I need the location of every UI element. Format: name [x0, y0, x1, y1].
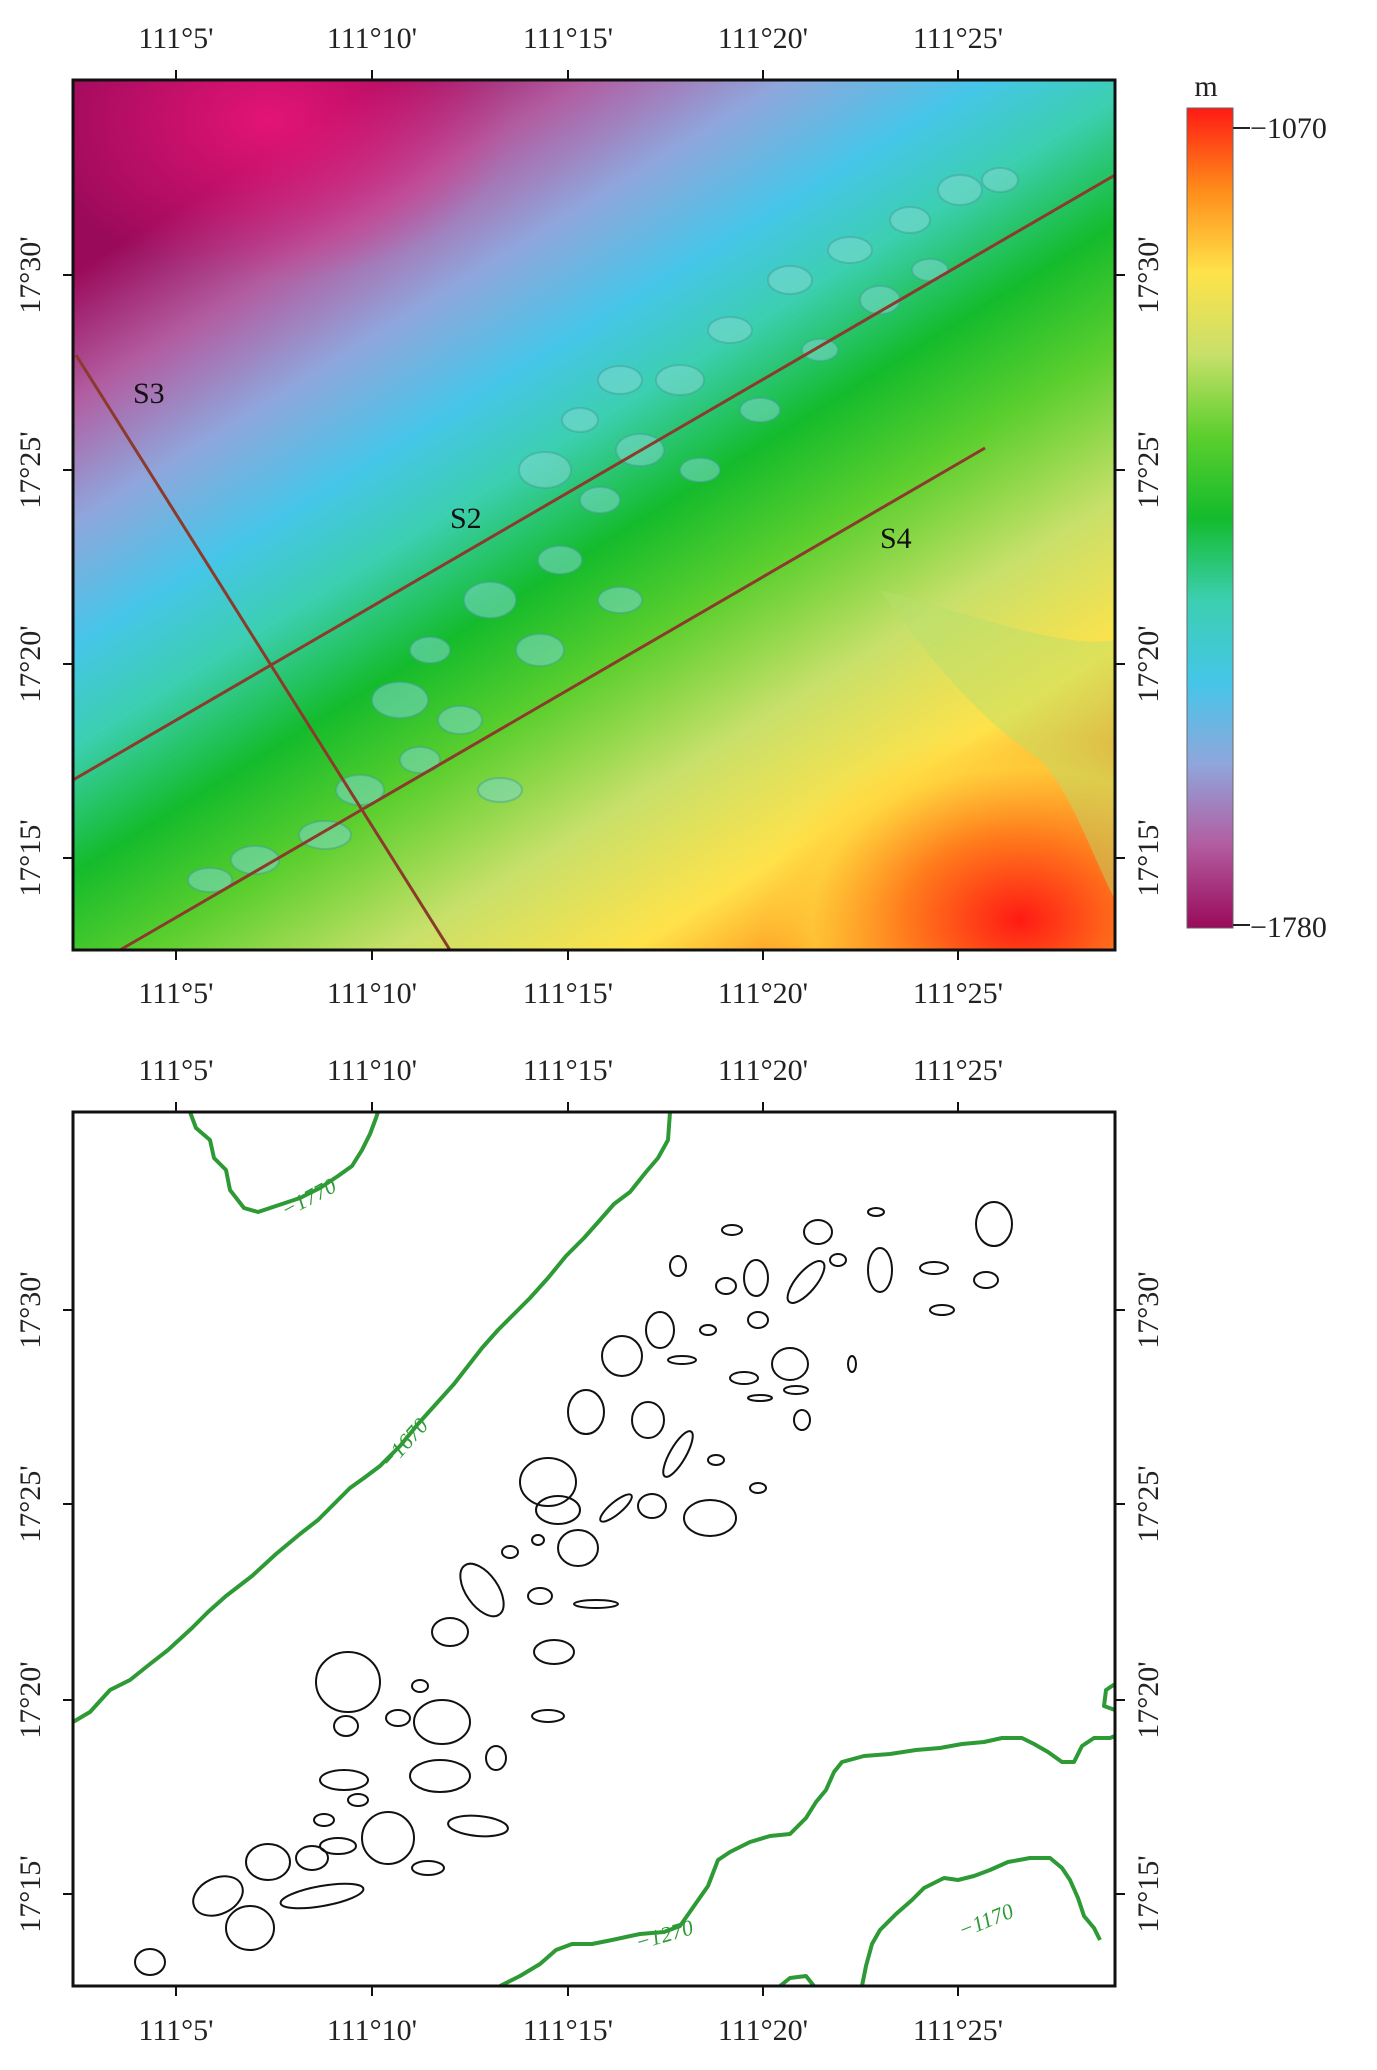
profile-label-s3: S3: [133, 377, 165, 410]
svg-text:111°5': 111°5': [138, 22, 213, 55]
svg-text:17°25': 17°25': [14, 1465, 47, 1542]
svg-text:17°15': 17°15': [14, 819, 47, 896]
colorbar-unit: m: [1194, 70, 1217, 103]
contour-1270: [499, 1734, 1116, 1988]
profile-line-s4: [119, 446, 986, 950]
svg-text:111°5': 111°5': [138, 977, 213, 1010]
colorbar-ramp: [1186, 107, 1234, 929]
top-map-frame: [71, 78, 1117, 952]
svg-text:111°25': 111°25': [913, 977, 1003, 1010]
shallow-high-shading: [760, 730, 1115, 950]
top-x-labels-upper: 111°5' 111°10' 111°15' 111°20' 111°25': [138, 22, 1003, 55]
svg-text:17°20': 17°20': [14, 625, 47, 702]
svg-text:17°15': 17°15': [1132, 819, 1165, 896]
svg-text:111°10': 111°10': [327, 977, 417, 1010]
depth-colorbar: m −1070 −1780: [1186, 70, 1327, 944]
svg-text:111°10': 111°10': [327, 1054, 417, 1087]
top-y-labels-right: 17°30' 17°25' 17°20' 17°15': [1132, 236, 1165, 896]
bottom-y-labels-left: 17°30' 17°25' 17°20' 17°15': [14, 1271, 47, 1932]
svg-text:111°10': 111°10': [327, 2014, 417, 2047]
svg-text:17°20': 17°20': [1132, 1661, 1165, 1738]
colorbar-max-label: −1070: [1250, 112, 1327, 145]
svg-text:17°20': 17°20': [14, 1661, 47, 1738]
svg-text:17°30': 17°30': [14, 236, 47, 313]
bathymetric-contours: [71, 1111, 1117, 1988]
svg-text:111°15': 111°15': [523, 1054, 613, 1087]
svg-text:111°25': 111°25': [913, 22, 1003, 55]
seabed-mound-features: [187, 167, 1019, 893]
profile-label-s4: S4: [880, 522, 912, 555]
svg-text:17°15': 17°15': [14, 1855, 47, 1932]
svg-text:111°20': 111°20': [718, 1054, 808, 1087]
svg-text:111°20': 111°20': [718, 977, 808, 1010]
svg-text:111°5': 111°5': [138, 1054, 213, 1087]
bottom-map: −1770 −1670 −1270 −1170: [14, 1054, 1165, 2047]
contour-1170: [860, 1856, 1102, 1987]
svg-text:17°25': 17°25': [14, 431, 47, 508]
top-map-ticks: [63, 70, 1125, 960]
top-x-labels-lower: 111°5' 111°10' 111°15' 111°20' 111°25': [138, 977, 1003, 1010]
profile-label-s2: S2: [450, 502, 482, 535]
bottom-map-background: [73, 1112, 1115, 1986]
colorbar-min-label: −1780: [1250, 911, 1327, 944]
svg-text:17°25': 17°25': [1132, 431, 1165, 508]
bottom-x-labels-lower: 111°5' 111°10' 111°15' 111°20' 111°25': [138, 2014, 1003, 2047]
svg-text:17°25': 17°25': [1132, 1465, 1165, 1542]
bottom-x-labels-upper: 111°5' 111°10' 111°15' 111°20' 111°25': [138, 1054, 1003, 1087]
svg-text:17°20': 17°20': [1132, 625, 1165, 702]
profile-line-s3: [74, 354, 452, 950]
bottom-y-labels-right: 17°30' 17°25' 17°20' 17°15': [1132, 1271, 1165, 1932]
contour-1770: [188, 1111, 380, 1214]
svg-text:111°15': 111°15': [523, 22, 613, 55]
svg-text:111°15': 111°15': [523, 2014, 613, 2047]
bottom-map-frame: [71, 1110, 1117, 1988]
top-map: S3 S2 S4 111°5' 111°10' 111°15' 111°20' 111°…: [14, 22, 1165, 1010]
svg-text:111°25': 111°25': [913, 1054, 1003, 1087]
svg-text:111°10': 111°10': [327, 22, 417, 55]
survey-profiles: [73, 173, 1115, 950]
contour-1670: [71, 1111, 672, 1724]
seabed-mound-outlines: [134, 1201, 1013, 1976]
svg-text:17°15': 17°15': [1132, 1855, 1165, 1932]
svg-text:111°25': 111°25': [913, 2014, 1003, 2047]
profile-line-s2: [73, 173, 1115, 782]
top-y-labels-left: 17°30' 17°25' 17°20' 17°15': [14, 236, 47, 896]
svg-text:17°30': 17°30': [14, 1271, 47, 1348]
svg-text:111°15': 111°15': [523, 977, 613, 1010]
contour-small-bottom: [778, 1974, 816, 1988]
bottom-map-ticks: [63, 1102, 1125, 1996]
deep-basin-shading: [73, 80, 510, 280]
svg-text:111°20': 111°20': [718, 2014, 808, 2047]
svg-text:17°30': 17°30': [1132, 236, 1165, 313]
svg-text:17°30': 17°30': [1132, 1271, 1165, 1348]
svg-text:111°20': 111°20': [718, 22, 808, 55]
ridge-shading: [880, 590, 1115, 900]
contour-edge-right: [1102, 1682, 1117, 1712]
svg-text:111°5': 111°5': [138, 2014, 213, 2047]
